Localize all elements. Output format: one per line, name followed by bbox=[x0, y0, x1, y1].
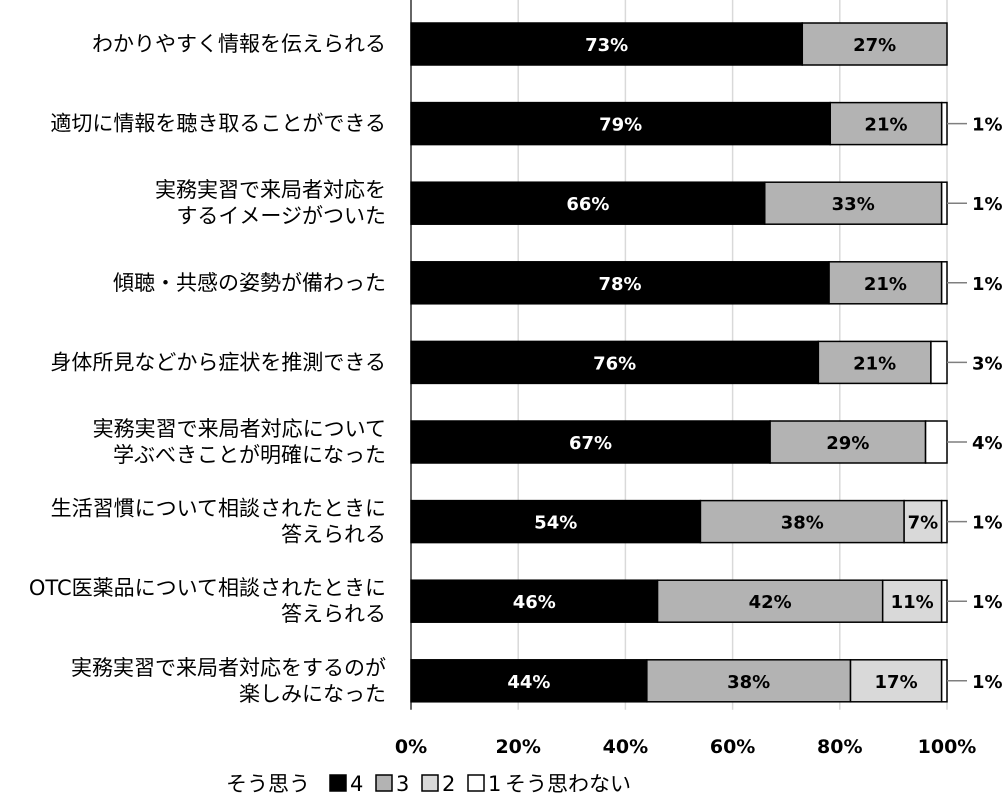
category-labels: わかりやすく情報を伝えられる適切に情報を聴き取ることができる実務実習で来局者対応… bbox=[29, 32, 386, 706]
x-tick-label: 80% bbox=[817, 736, 862, 758]
bar-segment-3 bbox=[769, 420, 927, 464]
bar-segment-1 bbox=[940, 261, 948, 305]
bar-label: 17% bbox=[875, 672, 918, 693]
bar-label: 76% bbox=[593, 353, 636, 374]
bar-label: 29% bbox=[826, 433, 869, 454]
legend-suffix: そう思わない bbox=[505, 772, 631, 796]
bar-label: 3% bbox=[972, 353, 1003, 374]
bar-segment-3 bbox=[656, 579, 884, 623]
category-label: 身体所見などから症状を推測できる bbox=[50, 350, 386, 374]
legend-item-label: 1 bbox=[488, 772, 501, 796]
bar-segment-1 bbox=[940, 181, 948, 225]
category-label: 実務実習で来局者対応について bbox=[93, 417, 386, 441]
bar-segment-3 bbox=[699, 499, 905, 544]
bar-label: 38% bbox=[781, 513, 824, 534]
bar-label: 78% bbox=[598, 274, 641, 295]
category-label: 適切に情報を聴き取ることができる bbox=[50, 112, 386, 136]
bar-label: 79% bbox=[599, 115, 642, 136]
bar-segment-1 bbox=[924, 420, 948, 464]
legend-swatch bbox=[467, 774, 485, 792]
bars: 73% 27% 79% 21% 1% 66% 33% 1% 78% 21% 1% 76% 21% 3% 67… bbox=[410, 22, 1003, 703]
bar-segment-1 bbox=[940, 579, 948, 623]
x-tick-label: 100% bbox=[918, 736, 977, 758]
bar-label: 11% bbox=[891, 592, 934, 613]
legend-items: 4 3 2 1 bbox=[329, 772, 501, 796]
bar-segment-4 bbox=[410, 579, 659, 623]
bar-segment-4 bbox=[410, 499, 702, 544]
category-label: 実務実習で来局者対応をするのが bbox=[71, 656, 386, 680]
bar-segment-1 bbox=[940, 659, 948, 703]
bar-segment-4 bbox=[410, 261, 830, 305]
category-label: 実務実習で来局者対応を bbox=[155, 178, 386, 202]
legend-swatch bbox=[329, 774, 347, 792]
bar-segment-3 bbox=[646, 659, 852, 703]
bar-label: 42% bbox=[749, 592, 792, 613]
bar-segment-3 bbox=[817, 340, 932, 385]
category-label: 傾聴・共感の姿勢が備わった bbox=[113, 271, 386, 295]
legend-item-label: 4 bbox=[350, 772, 363, 796]
bar-label: 1% bbox=[972, 274, 1003, 295]
category-label: 生活習慣について相談されたときに bbox=[51, 497, 386, 521]
bar-label: 1% bbox=[972, 115, 1003, 136]
bar-label: 1% bbox=[972, 592, 1003, 613]
bar-segment-4 bbox=[410, 181, 766, 225]
bar-label: 38% bbox=[727, 672, 770, 693]
bar-segment-4 bbox=[410, 340, 820, 385]
legend: そう思う 4 3 2 1 そう思わない bbox=[226, 772, 631, 796]
bar-label: 67% bbox=[569, 433, 612, 454]
bar-label: 33% bbox=[832, 194, 875, 215]
bar-segment-3 bbox=[764, 181, 943, 225]
category-label: OTC医薬品について相談されたときに bbox=[29, 576, 386, 600]
bar-label: 73% bbox=[585, 35, 628, 56]
bar-label: 66% bbox=[566, 194, 609, 215]
bar-segment-1 bbox=[940, 499, 948, 544]
category-label: 答えられる bbox=[281, 523, 386, 547]
bar-label: 7% bbox=[908, 513, 939, 534]
x-tick-label: 40% bbox=[603, 736, 648, 758]
bar-label: 44% bbox=[507, 672, 550, 693]
legend-swatch bbox=[421, 774, 439, 792]
bar-label: 54% bbox=[534, 513, 577, 534]
bar-segment-1 bbox=[930, 340, 948, 385]
category-label: わかりやすく情報を伝えられる bbox=[92, 32, 386, 56]
bar-segment-4 bbox=[410, 420, 771, 464]
category-label: 学ぶべきことが明確になった bbox=[113, 443, 386, 467]
bar-label: 21% bbox=[864, 274, 907, 295]
category-label: 答えられる bbox=[281, 602, 386, 626]
bar-segment-3 bbox=[801, 22, 948, 66]
bar-segment-2 bbox=[903, 499, 943, 544]
bar-segment-2 bbox=[881, 579, 943, 623]
x-tick-label: 0% bbox=[395, 736, 427, 758]
bar-label: 27% bbox=[853, 35, 896, 56]
legend-prefix: そう思う bbox=[226, 772, 310, 796]
legend-item-label: 3 bbox=[396, 772, 409, 796]
x-tick-label: 60% bbox=[710, 736, 755, 758]
bar-label: 21% bbox=[864, 115, 907, 136]
bar-label: 21% bbox=[853, 353, 896, 374]
legend-swatch bbox=[375, 774, 393, 792]
bar-segment-3 bbox=[829, 101, 943, 146]
bar-label: 1% bbox=[972, 194, 1003, 215]
legend-item-label: 2 bbox=[442, 772, 455, 796]
bar-label: 4% bbox=[972, 433, 1003, 454]
bar-segment-3 bbox=[828, 261, 943, 305]
x-tick-label: 20% bbox=[495, 736, 540, 758]
bar-label: 1% bbox=[972, 672, 1003, 693]
bar-label: 1% bbox=[972, 513, 1003, 534]
bar-segment-4 bbox=[410, 22, 804, 66]
bar-label: 46% bbox=[513, 592, 556, 613]
bar-segment-1 bbox=[940, 101, 948, 146]
category-label: 楽しみになった bbox=[239, 682, 386, 706]
bar-segment-4 bbox=[410, 659, 648, 703]
category-label: するイメージがついた bbox=[176, 204, 386, 228]
x-axis-tick-labels: 0% 20% 40% 60% 80% 100% bbox=[395, 736, 976, 758]
